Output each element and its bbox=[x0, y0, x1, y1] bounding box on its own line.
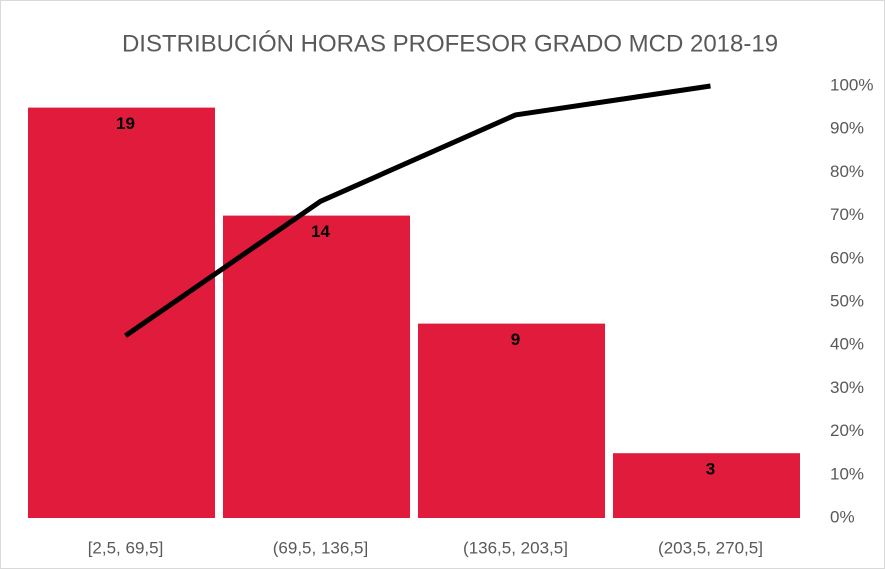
y2-tick-label: 100% bbox=[830, 75, 873, 94]
data-label: 19 bbox=[116, 114, 135, 133]
y2-tick-label: 50% bbox=[830, 291, 864, 310]
y2-tick-label: 80% bbox=[830, 162, 864, 181]
chart-title: DISTRIBUCIÓN HORAS PROFESOR GRADO MCD 20… bbox=[122, 30, 778, 57]
y2-tick-label: 60% bbox=[830, 248, 864, 267]
x-tick-label: (69,5, 136,5] bbox=[273, 538, 368, 557]
y2-tick-label: 10% bbox=[830, 464, 864, 483]
bar bbox=[418, 323, 605, 518]
bar bbox=[613, 453, 800, 518]
x-tick-label: (203,5, 270,5] bbox=[658, 538, 763, 557]
y2-tick-label: 30% bbox=[830, 378, 864, 397]
bar bbox=[28, 107, 215, 518]
y2-tick-label: 70% bbox=[830, 205, 864, 224]
data-label: 14 bbox=[311, 222, 330, 241]
y2-tick-label: 40% bbox=[830, 335, 864, 354]
y2-tick-label: 0% bbox=[830, 507, 855, 526]
data-label: 3 bbox=[706, 460, 715, 479]
y2-tick-label: 90% bbox=[830, 119, 864, 138]
data-label: 9 bbox=[511, 330, 520, 349]
cumulative-line bbox=[124, 83, 711, 338]
x-tick-label: (136,5, 203,5] bbox=[463, 538, 568, 557]
bar bbox=[223, 215, 410, 518]
x-tick-label: [2,5, 69,5] bbox=[88, 538, 164, 557]
y2-tick-label: 20% bbox=[830, 421, 864, 440]
